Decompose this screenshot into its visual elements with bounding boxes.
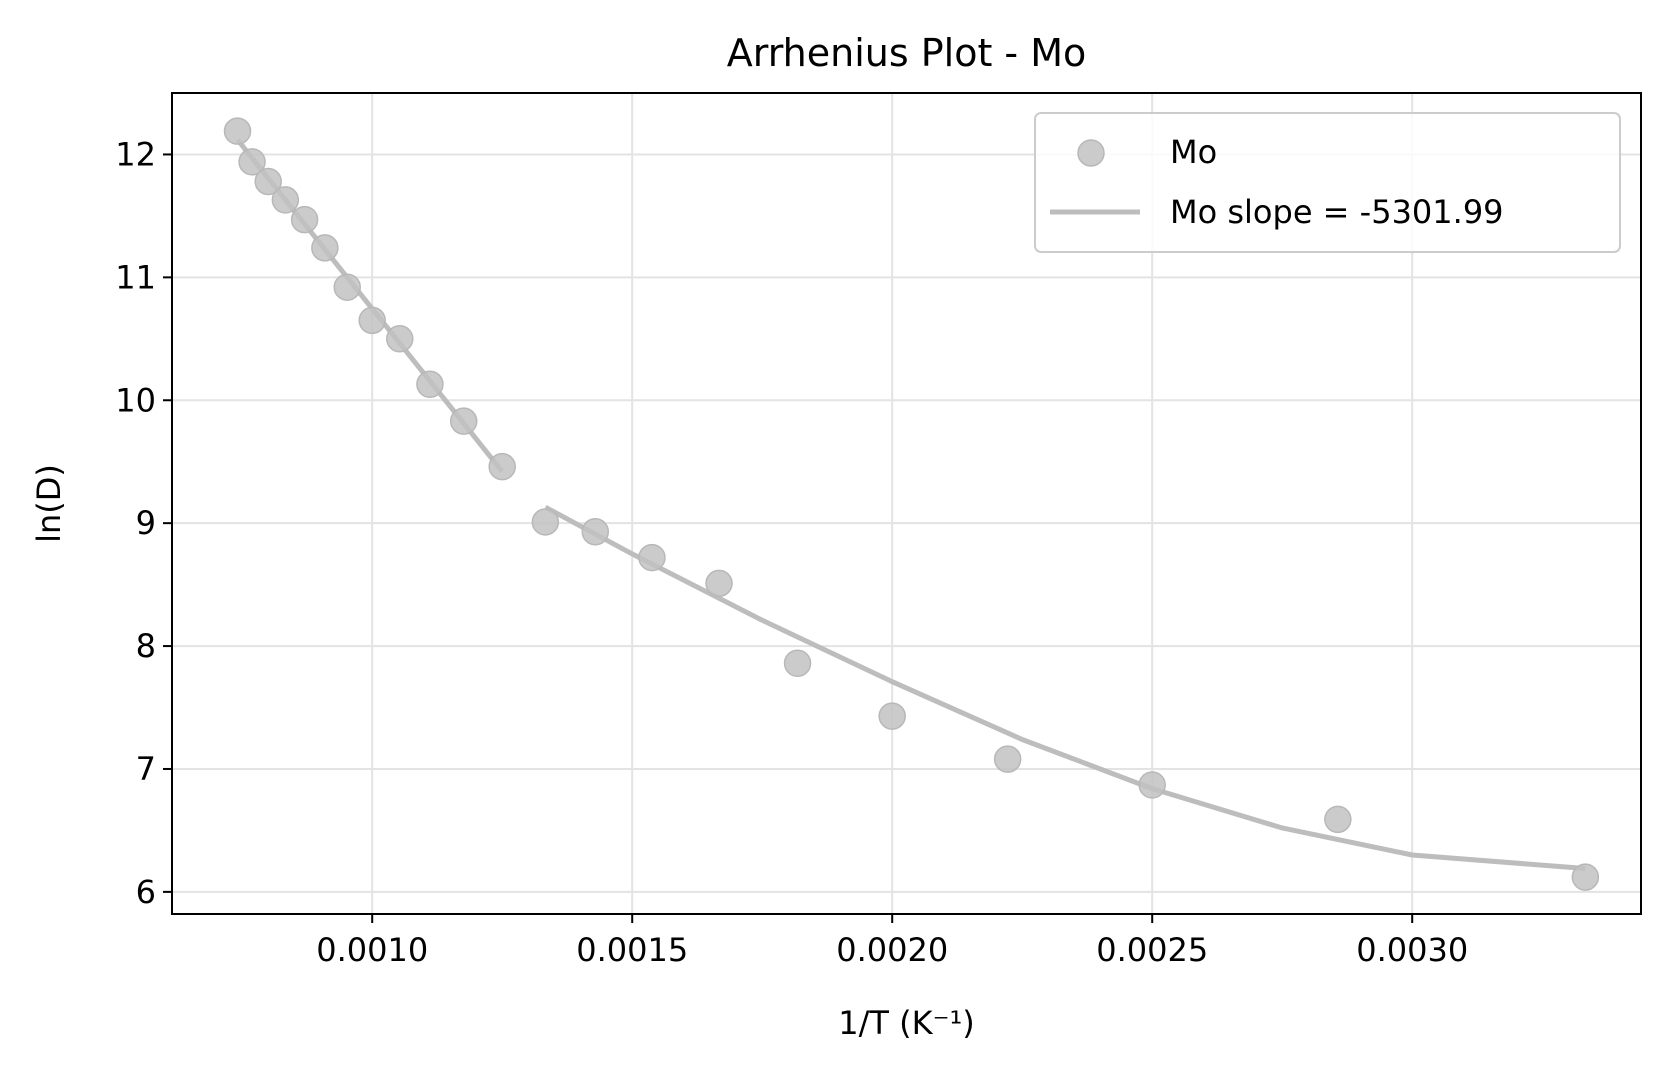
data-point bbox=[878, 702, 906, 730]
x-axis-title: 1/T (K⁻¹) bbox=[838, 1004, 975, 1042]
plot-series bbox=[223, 117, 1600, 891]
legend-box bbox=[1034, 112, 1621, 253]
y-axis-title: ln(D) bbox=[30, 464, 68, 543]
x-tick-label: 0.0015 bbox=[576, 931, 688, 969]
y-tick-label: 9 bbox=[136, 504, 156, 542]
fit-line-segment bbox=[544, 504, 1586, 872]
x-tick-label: 0.0020 bbox=[836, 931, 948, 969]
data-point bbox=[333, 273, 361, 301]
data-point bbox=[449, 407, 478, 435]
plot-frame bbox=[171, 92, 1642, 915]
data-point bbox=[581, 518, 610, 546]
x-tick-label: 0.0025 bbox=[1096, 931, 1208, 969]
data-point bbox=[223, 117, 252, 145]
data-point bbox=[1571, 863, 1600, 891]
legend-label-slope: Mo slope = -5301.99 bbox=[1170, 193, 1504, 231]
data-point bbox=[238, 148, 266, 176]
data-point bbox=[531, 508, 560, 536]
y-tick-label: 12 bbox=[115, 135, 156, 173]
data-point bbox=[358, 306, 386, 335]
legend: Mo Mo slope = -5301.99 bbox=[1034, 112, 1621, 253]
chart-title: Arrhenius Plot - Mo bbox=[727, 31, 1087, 75]
data-point bbox=[1324, 805, 1352, 834]
data-point bbox=[290, 205, 319, 234]
y-tick-label: 11 bbox=[115, 258, 156, 296]
data-point bbox=[311, 234, 339, 262]
data-point bbox=[783, 649, 812, 678]
data-point bbox=[416, 370, 444, 399]
y-tick-label: 7 bbox=[136, 750, 156, 788]
data-point bbox=[638, 543, 666, 572]
x-tick-label: 0.0010 bbox=[316, 931, 428, 969]
y-tick-label: 8 bbox=[136, 627, 156, 665]
data-point bbox=[1138, 771, 1166, 799]
data-point bbox=[993, 745, 1022, 773]
y-tick-label: 6 bbox=[136, 873, 156, 911]
grid bbox=[172, 93, 1641, 914]
data-point bbox=[705, 569, 733, 598]
x-tick-label: 0.0030 bbox=[1356, 931, 1468, 969]
data-point bbox=[254, 167, 282, 196]
legend-label-mo: Mo bbox=[1170, 133, 1217, 171]
legend-marker-scatter bbox=[1077, 139, 1105, 167]
y-tick-label: 10 bbox=[115, 381, 156, 419]
data-point bbox=[488, 452, 516, 481]
data-point bbox=[271, 186, 300, 214]
axis-ticks: 0.0010 0.0015 0.0020 0.0025 0.0030 6 7 8 9 10 11 12 bbox=[115, 135, 1468, 969]
data-point bbox=[386, 325, 414, 353]
